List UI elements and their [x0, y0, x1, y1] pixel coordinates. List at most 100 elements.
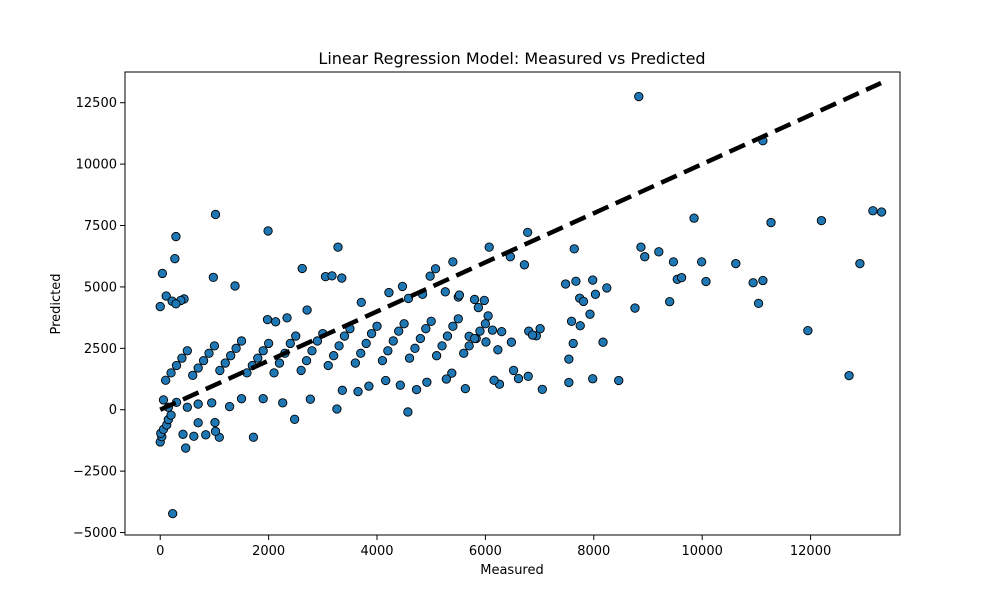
data-point [701, 276, 711, 287]
data-point [189, 431, 199, 441]
data-point [421, 324, 431, 334]
data-point [337, 273, 347, 283]
data-point [425, 271, 435, 281]
data-point [459, 348, 469, 358]
x-tick-label: 2000 [252, 544, 285, 559]
data-point [481, 337, 491, 347]
data-point [297, 263, 307, 274]
data-point [289, 414, 300, 424]
data-point [415, 333, 426, 344]
data-point [506, 337, 517, 347]
data-point [334, 341, 344, 351]
data-point [758, 275, 768, 286]
data-point [282, 313, 292, 323]
data-point [230, 281, 240, 291]
data-point [337, 385, 347, 395]
x-tick-label: 12000 [790, 544, 831, 559]
data-point [766, 217, 776, 228]
data-point [296, 365, 306, 376]
x-tick-label: 0 [156, 544, 164, 559]
data-point [210, 426, 221, 436]
data-point [630, 303, 640, 313]
data-point [168, 508, 178, 519]
data-point [487, 325, 498, 335]
data-point [193, 363, 203, 373]
data-point [748, 278, 758, 288]
x-axis: 0 2000 4000 6000 8000 10000 12000 [156, 535, 831, 559]
data-point [166, 410, 176, 420]
data-point [215, 365, 225, 376]
data-point [307, 346, 317, 356]
data-point [333, 242, 343, 252]
data-point [816, 215, 827, 226]
data-point [568, 338, 578, 349]
data-point [301, 355, 312, 366]
data-point [181, 443, 191, 453]
data-point [291, 331, 301, 341]
data-point [403, 407, 413, 417]
data-point [404, 353, 415, 363]
data-point [483, 311, 493, 321]
data-point [527, 330, 538, 340]
data-point [278, 398, 288, 408]
data-point [161, 291, 171, 301]
data-point [578, 296, 589, 307]
data-point [469, 294, 480, 305]
data-point [868, 206, 878, 216]
data-point [731, 258, 741, 269]
data-point [614, 375, 624, 386]
data-point [469, 333, 480, 344]
data-point [204, 348, 214, 358]
data-point [442, 331, 453, 341]
data-point [668, 257, 679, 267]
plot-area: 0 2000 4000 6000 8000 10000 12000 −5000 −2500 0 25… [73, 71, 901, 559]
data-point [535, 324, 545, 334]
data-point [394, 326, 404, 336]
data-point [182, 346, 192, 356]
data-point [302, 305, 312, 315]
data-point [410, 343, 420, 353]
data-point [440, 287, 450, 297]
data-point [523, 371, 533, 381]
data-point [676, 272, 687, 283]
data-point [258, 346, 268, 356]
data-point [274, 358, 285, 368]
data-point [397, 281, 408, 292]
data-point [381, 375, 391, 386]
data-point [170, 254, 180, 264]
data-point [177, 353, 187, 363]
data-point [513, 373, 524, 384]
data-point [590, 289, 601, 299]
data-point [484, 242, 494, 252]
data-point [497, 326, 507, 337]
data-point [602, 283, 612, 293]
data-point [372, 321, 382, 331]
data-point [689, 213, 699, 223]
data-point [210, 209, 221, 220]
data-point [480, 319, 491, 329]
data-point [188, 370, 198, 380]
data-point [208, 272, 218, 282]
data-point [473, 302, 484, 313]
data-point [441, 374, 452, 384]
data-point [588, 374, 598, 384]
data-point [403, 293, 414, 304]
data-point [366, 328, 377, 339]
data-point [588, 275, 598, 285]
data-point [523, 227, 533, 238]
data-points [155, 91, 887, 519]
data-point [395, 380, 405, 390]
data-point [598, 337, 608, 347]
data-point [236, 336, 247, 346]
data-point [210, 417, 220, 428]
data-point [364, 381, 374, 391]
data-point [855, 258, 865, 269]
data-point [166, 368, 176, 378]
data-point [537, 384, 547, 394]
data-point [327, 271, 337, 281]
y-axis: −5000 −2500 0 2500 5000 7500 10000 12500 [73, 96, 125, 541]
data-point [571, 276, 581, 286]
chart-title: Linear Regression Model: Measured vs Pre… [318, 49, 705, 68]
data-point [753, 298, 764, 309]
data-point [158, 395, 169, 405]
